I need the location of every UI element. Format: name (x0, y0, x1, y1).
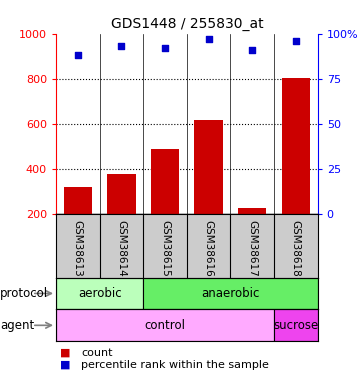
Point (118, 44, 124, 50)
Bar (195, 120, 223, 214)
Text: GSM38613: GSM38613 (73, 220, 83, 277)
Point (249, 47, 255, 53)
Text: GSM38616: GSM38616 (204, 220, 214, 277)
Point (162, 45, 168, 51)
Text: ■: ■ (60, 360, 70, 370)
Bar (238, 208, 266, 214)
Title: GDS1448 / 255830_at: GDS1448 / 255830_at (110, 17, 263, 32)
Text: ■: ■ (60, 348, 70, 357)
Text: anaerobic: anaerobic (201, 287, 260, 300)
Bar (64, 187, 92, 214)
Text: GSM38618: GSM38618 (291, 220, 301, 277)
Text: sucrose: sucrose (273, 319, 318, 332)
Bar (143, 278, 318, 309)
Text: percentile rank within the sample: percentile rank within the sample (81, 360, 269, 370)
Text: GSM38614: GSM38614 (116, 220, 126, 277)
Point (75, 53, 81, 58)
Text: aerobic: aerobic (78, 287, 121, 300)
Point (293, 38, 299, 44)
Bar (56, 278, 143, 309)
Text: GSM38617: GSM38617 (247, 220, 257, 277)
Text: agent: agent (0, 319, 34, 332)
Text: protocol: protocol (0, 287, 48, 300)
Text: control: control (144, 319, 186, 332)
Bar (56, 309, 274, 341)
Text: GSM38615: GSM38615 (160, 220, 170, 277)
Bar (282, 78, 310, 214)
Bar (151, 148, 179, 214)
Bar (274, 309, 318, 341)
Point (206, 36, 212, 42)
Bar (107, 174, 136, 214)
Text: count: count (81, 348, 113, 357)
